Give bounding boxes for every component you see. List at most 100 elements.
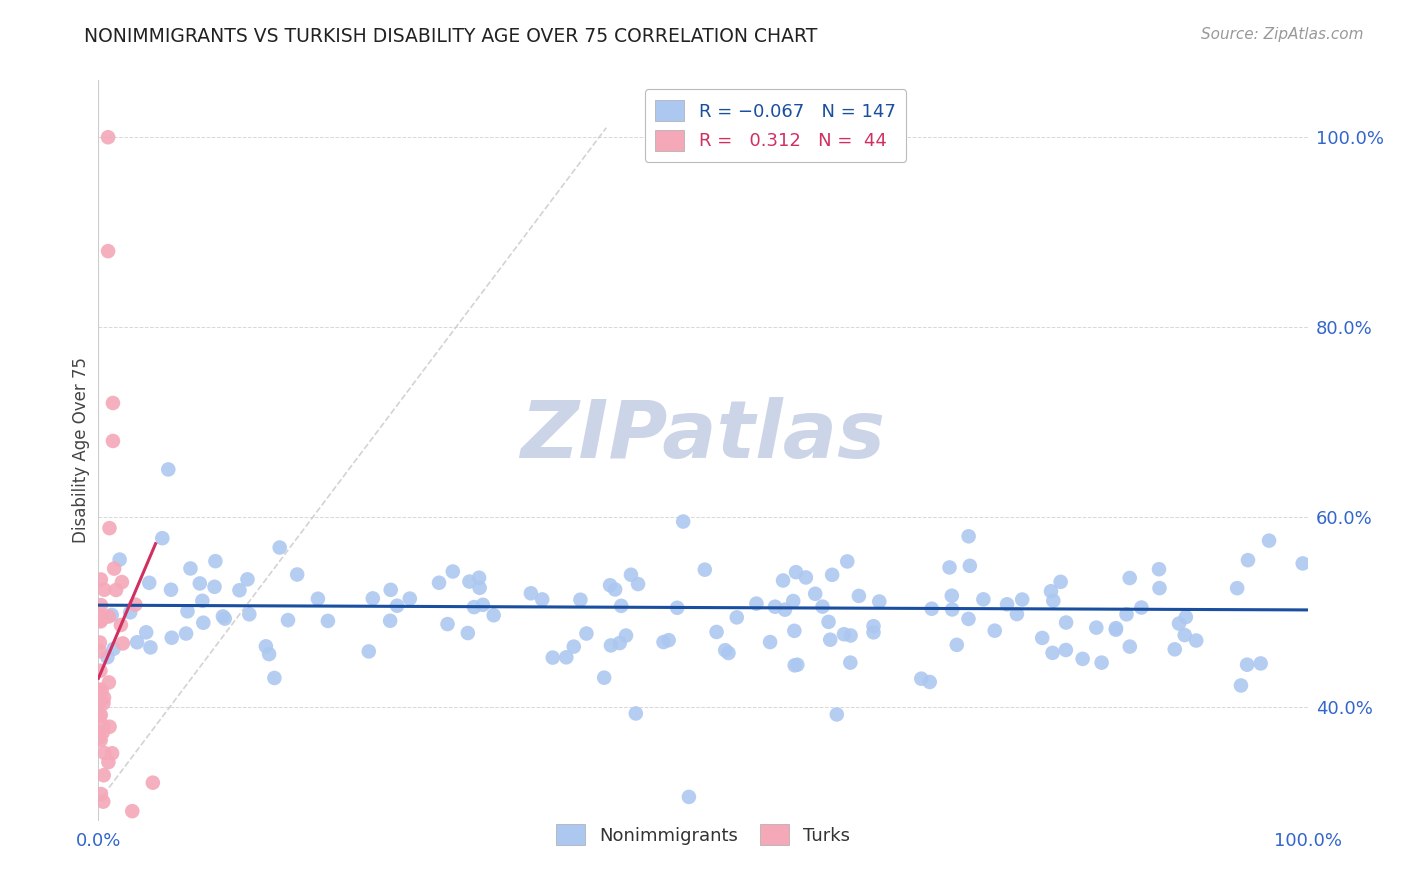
Point: [89, 682, 111, 697]
Point: [105, 582, 128, 597]
Point: [745, 597, 768, 611]
Point: [193, 615, 215, 630]
Point: [90, 683, 112, 698]
Point: [97, 244, 120, 259]
Point: [1105, 623, 1128, 637]
Point: [212, 609, 235, 624]
Point: [93, 690, 115, 705]
Point: [89, 709, 111, 723]
Point: [1040, 584, 1063, 599]
Point: [357, 644, 380, 658]
Point: [555, 650, 578, 665]
Point: [783, 658, 806, 673]
Text: NONIMMIGRANTS VS TURKISH DISABILITY AGE OVER 75 CORRELATION CHART: NONIMMIGRANTS VS TURKISH DISABILITY AGE …: [84, 27, 818, 45]
Point: [600, 639, 623, 653]
Point: [124, 598, 146, 612]
Point: [957, 612, 980, 626]
Text: Source: ZipAtlas.com: Source: ZipAtlas.com: [1201, 27, 1364, 42]
Point: [693, 563, 716, 577]
Point: [1042, 646, 1064, 660]
Point: [921, 601, 943, 615]
Point: [463, 600, 485, 615]
Point: [1168, 616, 1191, 631]
Point: [97, 130, 120, 145]
Point: [157, 462, 180, 476]
Point: [160, 582, 183, 597]
Point: [441, 565, 464, 579]
Point: [90, 573, 112, 587]
Point: [1115, 607, 1137, 622]
Point: [361, 591, 384, 606]
Point: [93, 696, 115, 710]
Point: [531, 592, 554, 607]
Point: [1105, 621, 1128, 635]
Point: [652, 635, 675, 649]
Point: [191, 594, 214, 608]
Point: [90, 598, 112, 612]
Point: [773, 602, 796, 616]
Point: [972, 592, 994, 607]
Point: [627, 577, 650, 591]
Point: [610, 599, 633, 613]
Point: [541, 650, 564, 665]
Point: [520, 586, 543, 600]
Point: [609, 636, 631, 650]
Point: [471, 598, 494, 612]
Point: [90, 787, 112, 801]
Legend: Nonimmigrants, Turks: Nonimmigrants, Turks: [548, 817, 858, 853]
Point: [98, 521, 121, 535]
Point: [307, 591, 329, 606]
Point: [111, 575, 134, 590]
Point: [1005, 607, 1028, 621]
Point: [614, 628, 637, 642]
Point: [562, 640, 585, 654]
Point: [101, 434, 124, 448]
Point: [839, 656, 862, 670]
Point: [1085, 621, 1108, 635]
Point: [599, 578, 621, 592]
Point: [837, 554, 859, 568]
Point: [263, 671, 285, 685]
Point: [436, 617, 458, 632]
Point: [1049, 574, 1071, 589]
Point: [103, 561, 125, 575]
Point: [811, 599, 834, 614]
Point: [120, 605, 142, 619]
Point: [1174, 610, 1197, 624]
Point: [1147, 562, 1170, 576]
Point: [593, 671, 616, 685]
Point: [786, 657, 808, 672]
Point: [380, 582, 402, 597]
Point: [176, 604, 198, 618]
Point: [482, 608, 505, 623]
Point: [804, 587, 827, 601]
Point: [1230, 678, 1253, 692]
Point: [862, 619, 884, 633]
Point: [821, 567, 844, 582]
Point: [1250, 657, 1272, 671]
Point: [941, 602, 963, 616]
Point: [1118, 571, 1140, 585]
Point: [603, 582, 626, 597]
Point: [93, 768, 115, 782]
Point: [174, 626, 197, 640]
Point: [1031, 631, 1053, 645]
Point: [204, 554, 226, 568]
Point: [468, 581, 491, 595]
Point: [1054, 615, 1077, 630]
Point: [672, 515, 695, 529]
Point: [238, 607, 260, 622]
Point: [90, 733, 112, 747]
Point: [89, 731, 111, 745]
Point: [575, 626, 598, 640]
Point: [957, 529, 980, 543]
Point: [706, 624, 728, 639]
Point: [257, 647, 280, 661]
Point: [228, 583, 250, 598]
Point: [160, 631, 183, 645]
Point: [959, 558, 981, 573]
Point: [1174, 628, 1197, 642]
Point: [946, 638, 969, 652]
Point: [111, 636, 134, 650]
Point: [110, 618, 132, 632]
